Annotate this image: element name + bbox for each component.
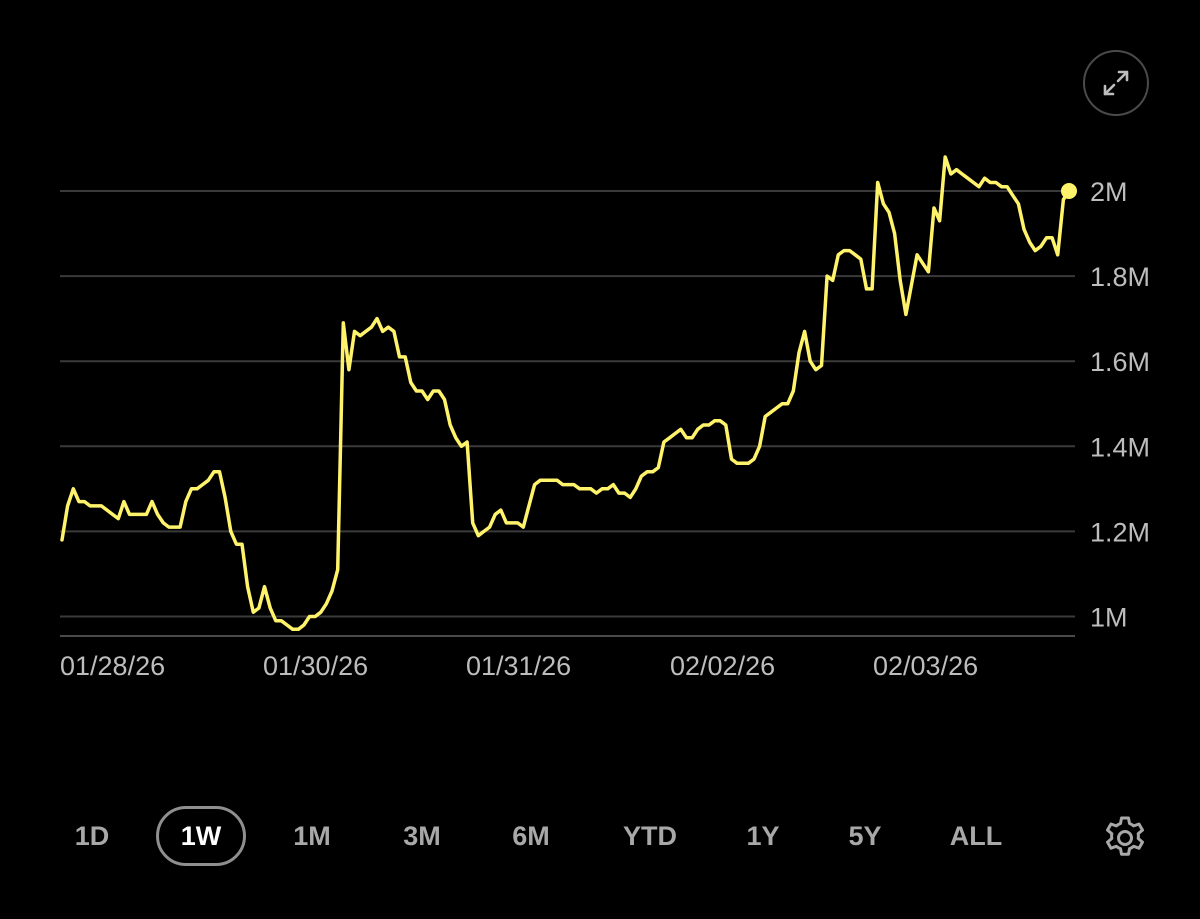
- y-tick-label: 2M: [1090, 177, 1128, 207]
- y-tick-label: 1.6M: [1090, 347, 1150, 377]
- x-tick-label: 01/28/26: [60, 651, 165, 681]
- x-tick-label: 02/02/26: [670, 651, 775, 681]
- x-axis: 01/28/26 01/30/26 01/31/26 02/02/26 02/03/26: [60, 651, 978, 681]
- range-ytd-button[interactable]: YTD: [623, 820, 677, 851]
- time-range-selector: 1D 1W 1M 3M 6M YTD 1Y 5Y ALL: [0, 800, 1200, 872]
- range-5y-button[interactable]: 5Y: [848, 820, 882, 851]
- x-tick-label: 02/03/26: [873, 651, 978, 681]
- series-line: [60, 155, 1071, 632]
- y-tick-label: 1.2M: [1090, 517, 1150, 547]
- grid-layer: [60, 190, 1075, 637]
- expand-button[interactable]: [1083, 50, 1149, 116]
- range-1d-button[interactable]: 1D: [74, 820, 110, 851]
- range-1y-button[interactable]: 1Y: [746, 820, 780, 851]
- gear-icon: [1106, 816, 1144, 856]
- range-1w-button[interactable]: 1W: [156, 806, 246, 866]
- y-tick-label: 1.8M: [1090, 262, 1150, 292]
- y-axis: 1M 1.2M 1.4M 1.6M 1.8M 2M: [1090, 177, 1150, 633]
- expand-icon: [1103, 70, 1129, 96]
- range-all-button[interactable]: ALL: [949, 820, 1003, 851]
- range-3m-button[interactable]: 3M: [403, 820, 441, 851]
- last-point-marker: [1061, 183, 1077, 199]
- y-tick-label: 1M: [1090, 603, 1128, 633]
- x-tick-label: 01/30/26: [263, 651, 368, 681]
- range-1m-button[interactable]: 1M: [293, 820, 331, 851]
- y-tick-label: 1.4M: [1090, 432, 1150, 462]
- range-6m-button[interactable]: 6M: [512, 820, 550, 851]
- x-tick-label: 01/31/26: [466, 651, 571, 681]
- series-layer: [60, 155, 1077, 632]
- settings-button[interactable]: [1097, 810, 1153, 866]
